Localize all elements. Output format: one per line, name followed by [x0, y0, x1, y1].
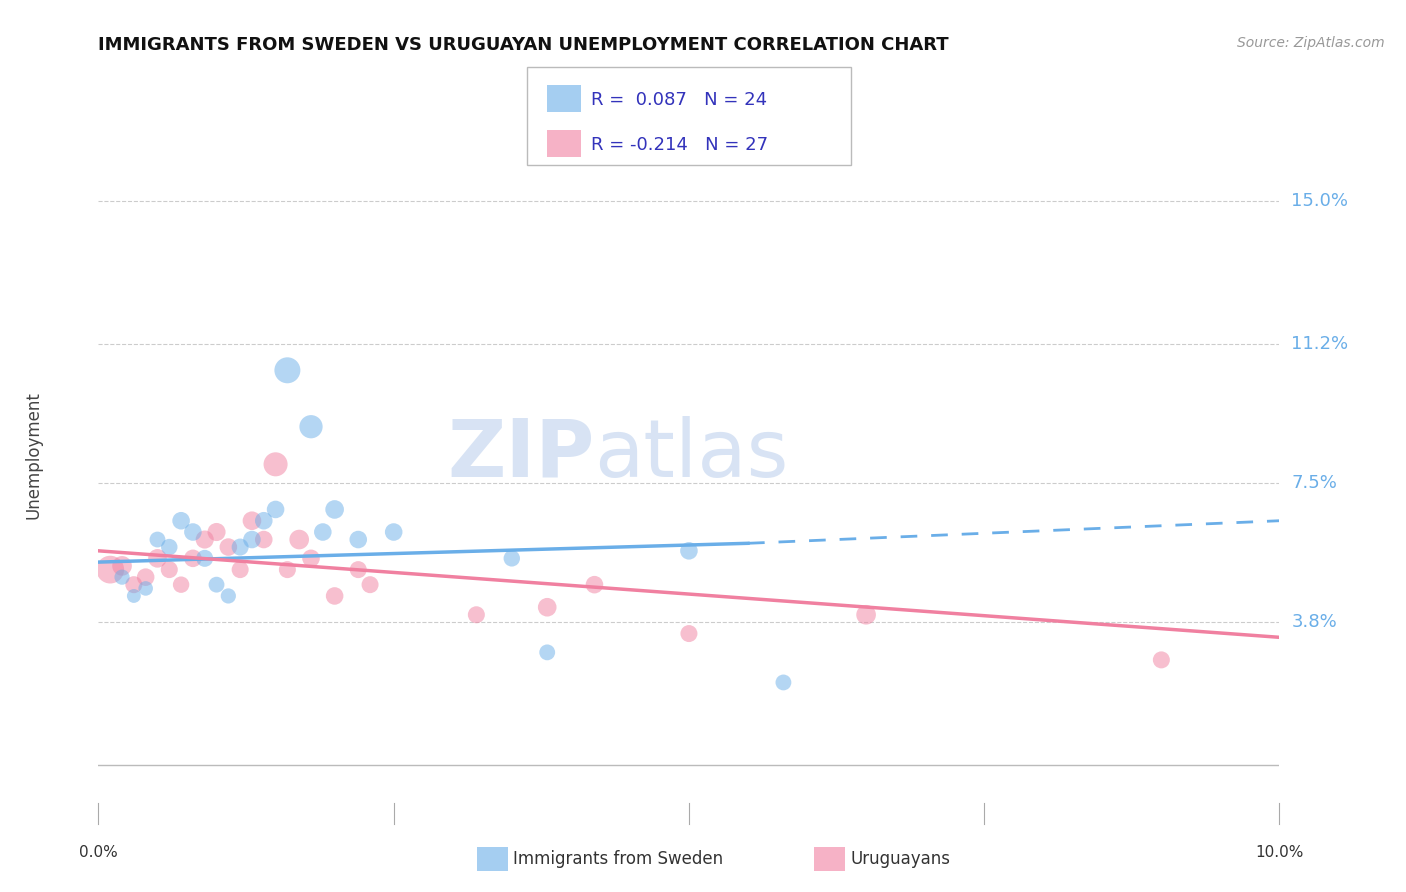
- Point: [170, 577, 193, 591]
- Text: 3.8%: 3.8%: [1291, 614, 1337, 632]
- Point: [253, 533, 276, 547]
- Point: [217, 589, 239, 603]
- Point: [264, 458, 287, 472]
- Point: [678, 544, 700, 558]
- Point: [323, 502, 346, 516]
- Point: [323, 589, 346, 603]
- Point: [276, 363, 298, 377]
- Point: [217, 540, 239, 554]
- Point: [111, 558, 134, 573]
- Point: [181, 551, 204, 566]
- Text: Unemployment: Unemployment: [24, 391, 42, 519]
- Point: [583, 577, 606, 591]
- Text: 10.0%: 10.0%: [1256, 845, 1303, 860]
- Text: atlas: atlas: [595, 416, 789, 494]
- Point: [772, 675, 794, 690]
- Point: [194, 533, 217, 547]
- Point: [98, 563, 121, 577]
- Text: ZIP: ZIP: [447, 416, 595, 494]
- Point: [465, 607, 488, 622]
- Point: [501, 551, 523, 566]
- Text: R = -0.214   N = 27: R = -0.214 N = 27: [591, 136, 768, 153]
- Point: [359, 577, 381, 591]
- Point: [288, 533, 311, 547]
- Point: [1150, 653, 1173, 667]
- Point: [264, 502, 287, 516]
- Text: 0.0%: 0.0%: [79, 845, 118, 860]
- Point: [855, 607, 877, 622]
- Text: 7.5%: 7.5%: [1291, 475, 1337, 492]
- Text: 15.0%: 15.0%: [1291, 192, 1348, 210]
- Text: IMMIGRANTS FROM SWEDEN VS URUGUAYAN UNEMPLOYMENT CORRELATION CHART: IMMIGRANTS FROM SWEDEN VS URUGUAYAN UNEM…: [98, 36, 949, 54]
- Point: [276, 563, 298, 577]
- Text: R =  0.087   N = 24: R = 0.087 N = 24: [591, 91, 766, 109]
- Point: [135, 582, 157, 596]
- Point: [536, 645, 558, 659]
- Point: [135, 570, 157, 584]
- Point: [157, 563, 180, 577]
- Point: [122, 577, 145, 591]
- Point: [205, 577, 228, 591]
- Text: Immigrants from Sweden: Immigrants from Sweden: [513, 850, 723, 868]
- Point: [312, 524, 335, 539]
- Point: [253, 514, 276, 528]
- Point: [122, 589, 145, 603]
- Point: [299, 419, 322, 434]
- Point: [347, 563, 370, 577]
- Point: [678, 626, 700, 640]
- Point: [536, 600, 558, 615]
- Point: [240, 514, 263, 528]
- Point: [382, 524, 405, 539]
- Point: [194, 551, 217, 566]
- Point: [240, 533, 263, 547]
- Point: [111, 570, 134, 584]
- Point: [229, 540, 252, 554]
- Point: [146, 551, 169, 566]
- Point: [181, 524, 204, 539]
- Point: [347, 533, 370, 547]
- Point: [146, 533, 169, 547]
- Point: [157, 540, 180, 554]
- Text: 11.2%: 11.2%: [1291, 335, 1348, 353]
- Point: [229, 563, 252, 577]
- Point: [205, 524, 228, 539]
- Point: [299, 551, 322, 566]
- Point: [170, 514, 193, 528]
- Text: Source: ZipAtlas.com: Source: ZipAtlas.com: [1237, 36, 1385, 50]
- Text: Uruguayans: Uruguayans: [851, 850, 950, 868]
